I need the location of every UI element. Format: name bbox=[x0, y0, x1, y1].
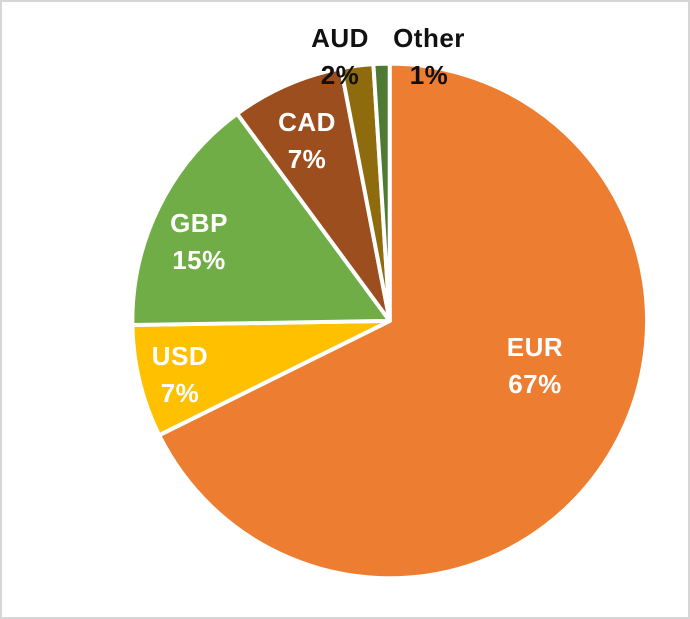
slice-name-other: Other bbox=[393, 23, 465, 53]
slice-name-usd: USD bbox=[151, 341, 209, 371]
slice-name-eur: EUR bbox=[506, 332, 564, 362]
pie-slice-usd bbox=[130, 318, 392, 438]
slice-pct-aud: 2% bbox=[320, 60, 360, 90]
slice-pct-usd: 7% bbox=[160, 378, 200, 408]
slice-label-cad: CAD 7% bbox=[278, 104, 336, 178]
slice-label-gbp: GBP 15% bbox=[170, 205, 228, 279]
slice-name-gbp: GBP bbox=[170, 208, 228, 238]
slice-label-eur: EUR 67% bbox=[507, 329, 563, 403]
slice-label-aud: AUD 2% bbox=[311, 20, 369, 94]
pie-slice-eur bbox=[157, 61, 649, 581]
slice-label-other: Other 1% bbox=[393, 20, 465, 94]
slice-pct-other: 1% bbox=[409, 60, 449, 90]
slice-pct-eur: 67% bbox=[508, 369, 562, 399]
slice-pct-gbp: 15% bbox=[172, 245, 226, 275]
slice-name-aud: AUD bbox=[311, 23, 369, 53]
slice-label-usd: USD 7% bbox=[152, 338, 208, 412]
slice-pct-cad: 7% bbox=[287, 144, 327, 174]
pie-slice-gbp bbox=[130, 111, 392, 327]
slice-name-cad: CAD bbox=[278, 107, 336, 137]
pie-slice-other bbox=[371, 61, 392, 323]
